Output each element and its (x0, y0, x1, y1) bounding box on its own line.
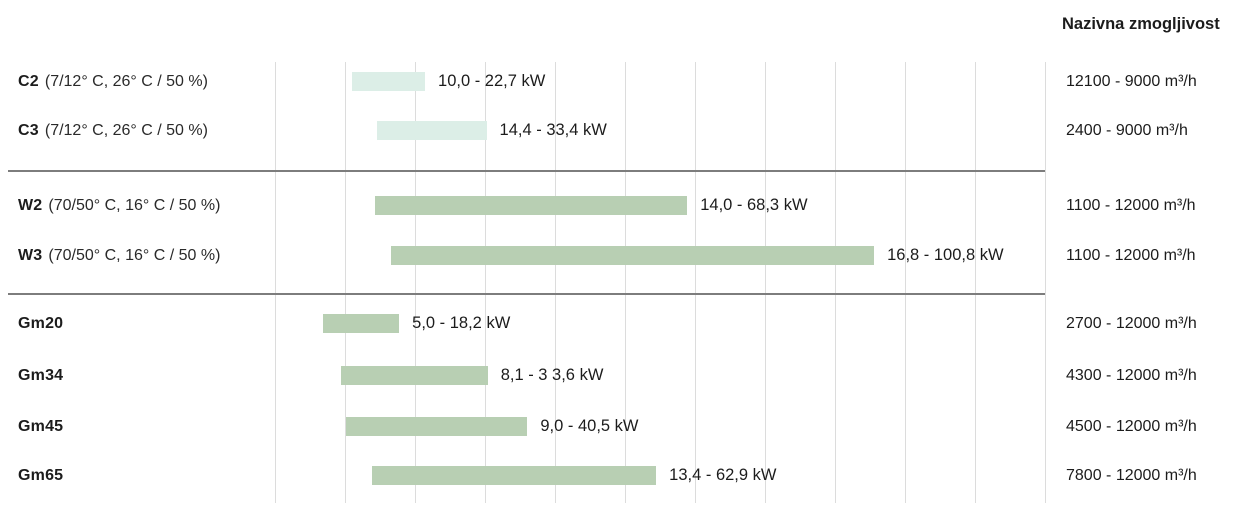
model-name: Gm45 (18, 417, 64, 435)
gridline (275, 62, 276, 503)
range-label: 14,0 - 68,3 kW (700, 196, 808, 214)
section-divider (8, 293, 1045, 295)
model-name: Gm20 (18, 314, 64, 332)
range-label: 13,4 - 62,9 kW (669, 466, 777, 484)
model-conditions: (7/12° C, 26° C / 50 %) (44, 72, 208, 90)
range-bar (377, 121, 487, 140)
range-label: 5,0 - 18,2 kW (412, 314, 511, 332)
range-label: 14,4 - 33,4 kW (499, 121, 607, 139)
row-label-w2: W2 (70/50° C, 16° C / 50 %) (18, 196, 220, 215)
gridline (905, 62, 906, 503)
row-label-c2: C2 (7/12° C, 26° C / 50 %) (18, 72, 208, 91)
range-bar (352, 72, 426, 91)
capacity-value: 2700 - 12000 m³/h (1066, 314, 1197, 332)
capacity-value: 7800 - 12000 m³/h (1066, 466, 1197, 484)
range-label: 9,0 - 40,5 kW (540, 417, 639, 435)
model-name: Gm65 (18, 466, 64, 484)
model-conditions: (7/12° C, 26° C / 50 %) (44, 121, 208, 139)
capacity-value: 1100 - 12000 m³/h (1066, 246, 1196, 264)
range-bar (346, 417, 528, 436)
gridline (625, 62, 626, 503)
capacity-value: 4500 - 12000 m³/h (1066, 417, 1197, 435)
model-name: C2 (18, 72, 39, 90)
range-bar (375, 196, 688, 215)
row-label-gm65: Gm65 (18, 466, 69, 485)
range-bar (341, 366, 488, 385)
gridline (415, 62, 416, 503)
gridline (835, 62, 836, 503)
row-label-gm45: Gm45 (18, 417, 69, 436)
range-bar (371, 466, 657, 485)
model-name: C3 (18, 121, 39, 139)
capacity-value: 1100 - 12000 m³/h (1066, 196, 1196, 214)
gridline (485, 62, 486, 503)
model-conditions: (70/50° C, 16° C / 50 %) (48, 196, 221, 214)
row-label-c3: C3 (7/12° C, 26° C / 50 %) (18, 121, 208, 140)
row-label-gm34: Gm34 (18, 366, 69, 385)
capacity-value: 4300 - 12000 m³/h (1066, 366, 1197, 384)
row-label-gm20: Gm20 (18, 314, 69, 333)
row-label-w3: W3 (70/50° C, 16° C / 50 %) (18, 246, 220, 265)
section-divider (8, 170, 1045, 172)
gridline (345, 62, 346, 503)
gridline (1045, 62, 1046, 503)
gridline (975, 62, 976, 503)
range-bar (323, 314, 400, 333)
range-bar (391, 246, 875, 265)
gridline (695, 62, 696, 503)
model-name: Gm34 (18, 366, 64, 384)
capacity-value: 2400 - 9000 m³/h (1066, 121, 1188, 139)
model-name: W3 (18, 246, 43, 264)
capacity-column-header: Nazivna zmogljivost (1062, 15, 1220, 33)
model-conditions: (70/50° C, 16° C / 50 %) (48, 246, 221, 264)
range-label: 8,1 - 3 3,6 kW (500, 366, 604, 384)
range-label: 10,0 - 22,7 kW (438, 72, 546, 90)
range-label: 16,8 - 100,8 kW (887, 246, 1004, 264)
capacity-value: 12100 - 9000 m³/h (1066, 72, 1197, 90)
gridline (765, 62, 766, 503)
gridline (555, 62, 556, 503)
model-name: W2 (18, 196, 43, 214)
